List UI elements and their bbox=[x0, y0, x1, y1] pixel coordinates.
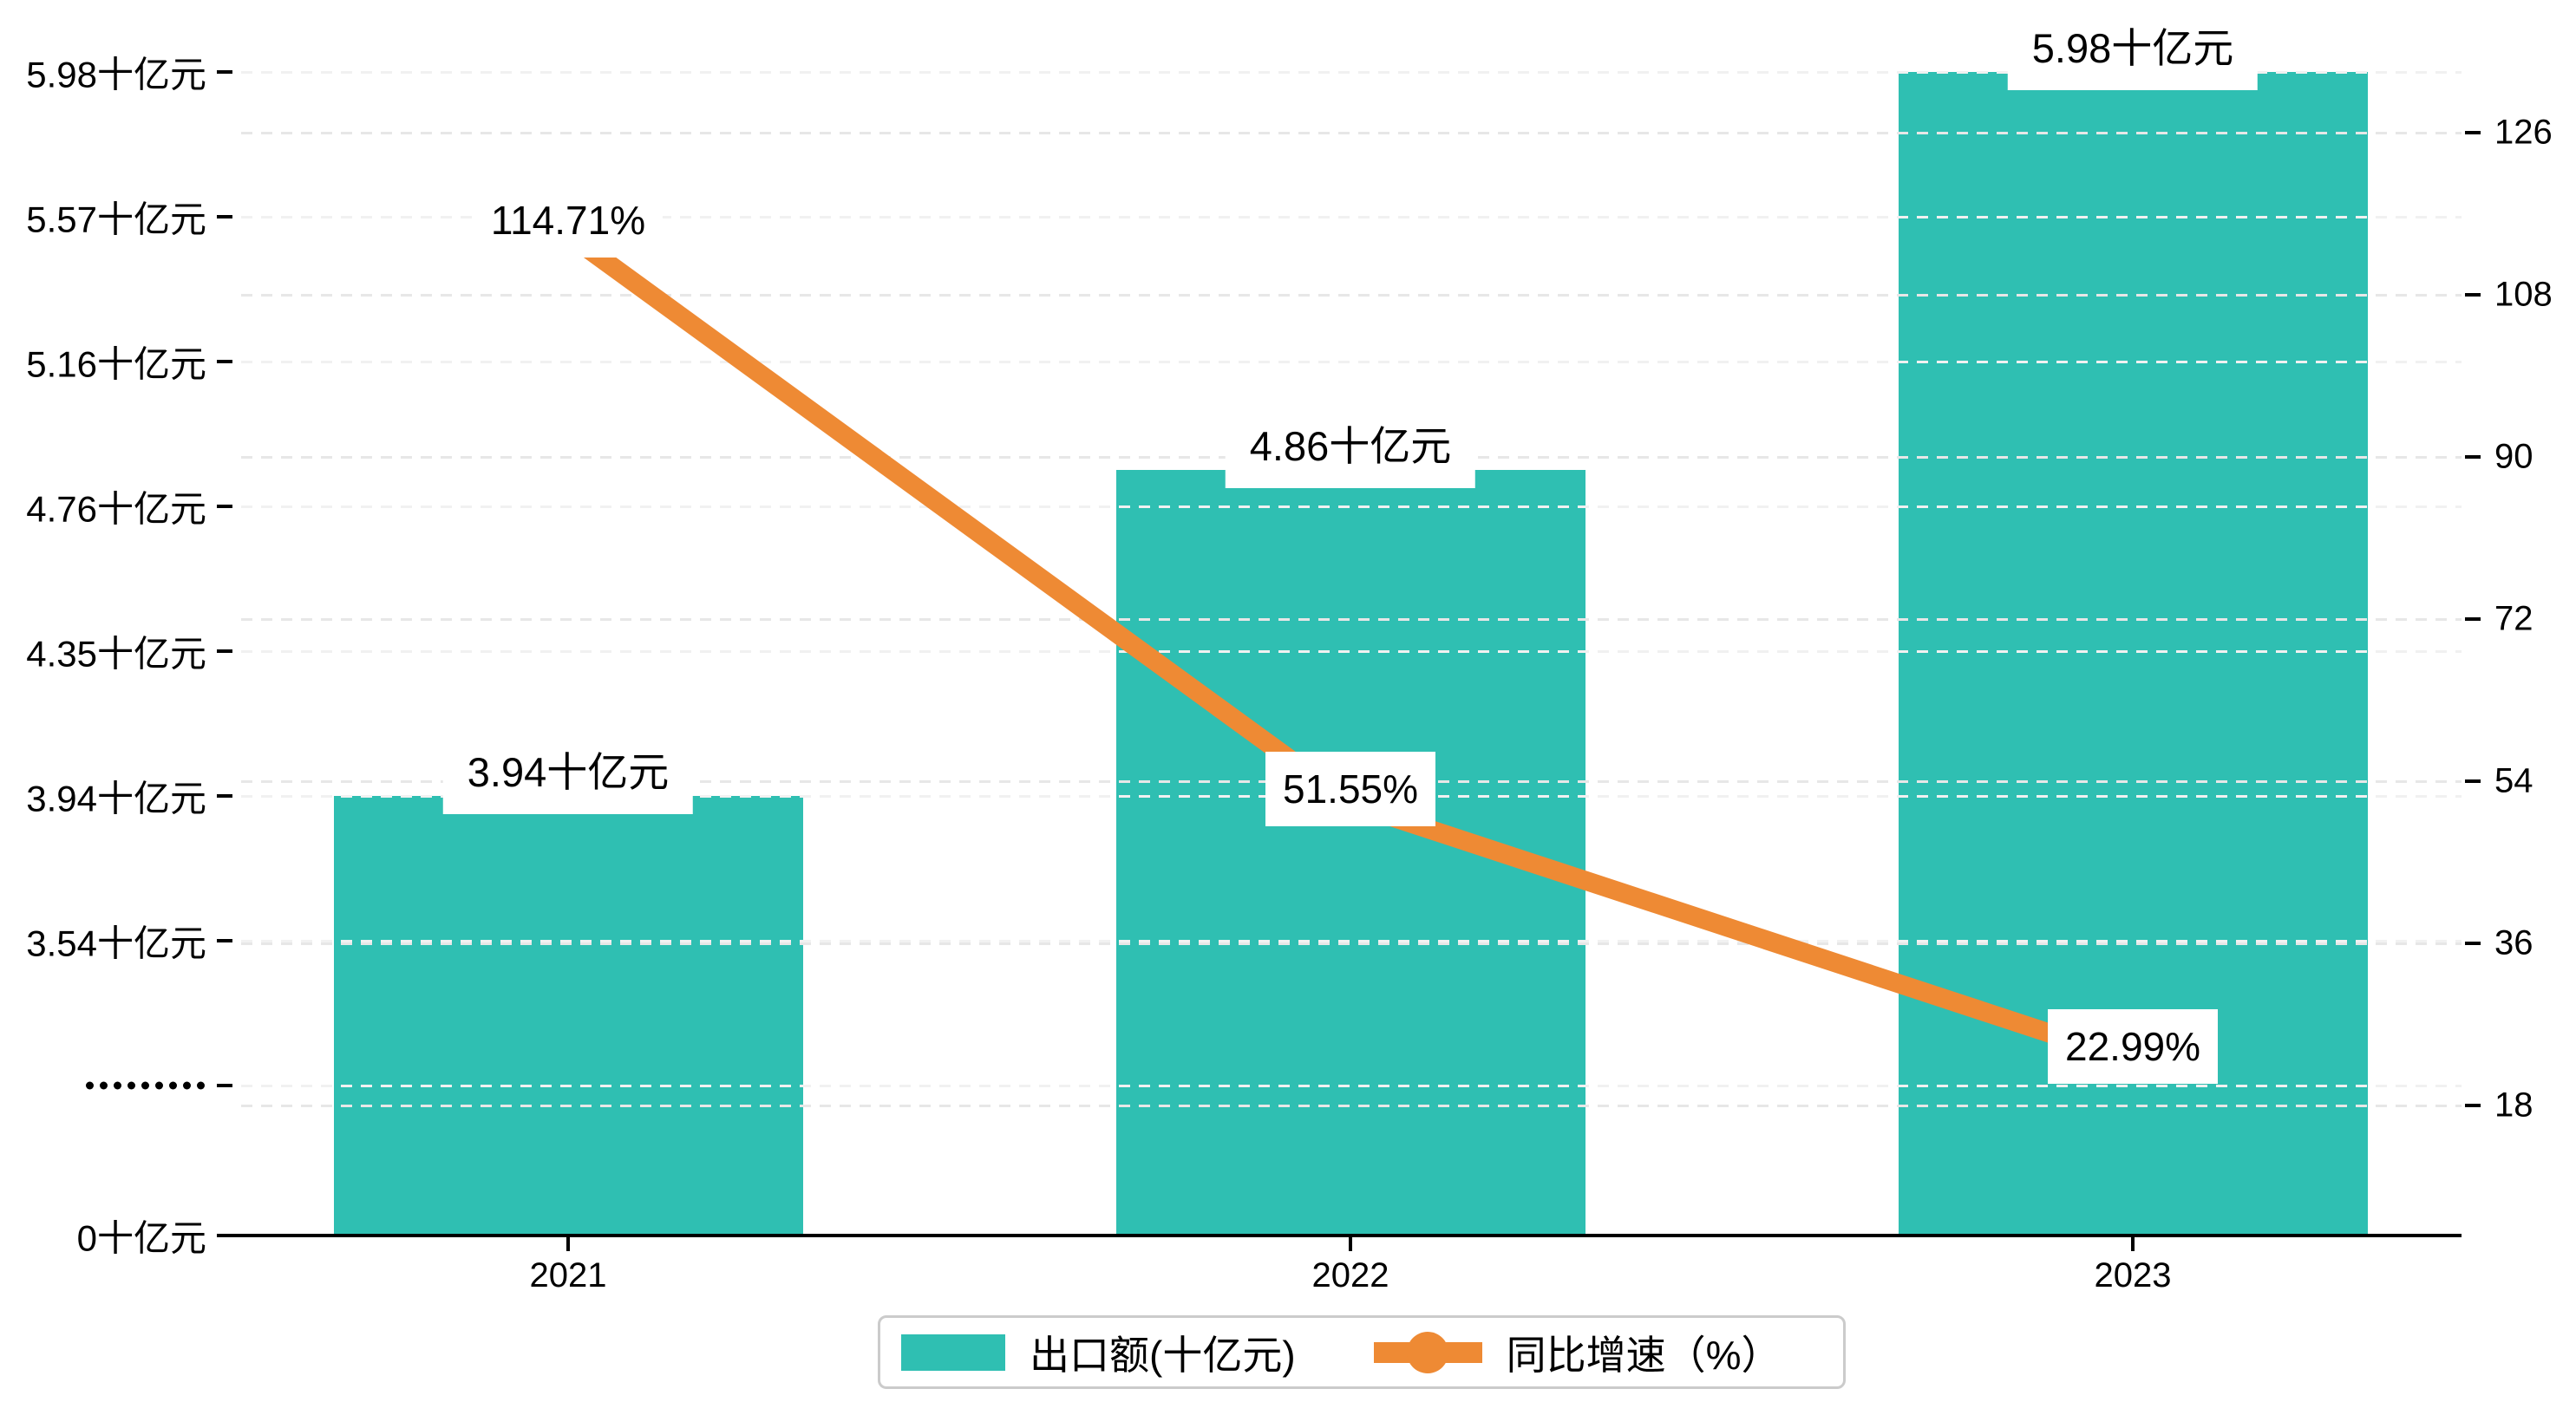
left-axis-tick bbox=[217, 360, 232, 363]
left-axis-tick-label: 0十亿元 bbox=[76, 1217, 206, 1259]
gridline-right-axis bbox=[241, 780, 2462, 783]
growth-value-label-2023: 22.99% bbox=[2047, 1009, 2219, 1085]
bar-value-label-2023: 5.98十亿元 bbox=[2007, 7, 2259, 90]
left-axis-tick-label: 3.94十亿元 bbox=[26, 778, 206, 819]
left-axis-tick bbox=[217, 649, 232, 653]
gridline-left-axis bbox=[241, 795, 2462, 798]
gridline-left-axis bbox=[241, 1085, 2462, 1087]
legend: 出口额(十亿元) 同比增速（%） bbox=[878, 1315, 1846, 1389]
right-axis-tick bbox=[2465, 131, 2481, 134]
left-axis-tick-label: 5.98十亿元 bbox=[26, 54, 206, 95]
left-axis-tick-label: 3.54十亿元 bbox=[26, 923, 206, 964]
left-axis-tick bbox=[217, 939, 232, 942]
left-axis-tick bbox=[217, 505, 232, 508]
right-axis-tick bbox=[2465, 293, 2481, 297]
right-axis-tick bbox=[2465, 455, 2481, 459]
gridline-left-axis bbox=[241, 71, 2462, 74]
x-axis-tick bbox=[1349, 1237, 1352, 1251]
right-axis-tick bbox=[2465, 942, 2481, 945]
growth-line bbox=[562, 226, 2136, 1070]
left-axis-tick bbox=[217, 1084, 232, 1087]
x-axis-line bbox=[219, 1234, 2462, 1237]
left-axis-tick bbox=[217, 215, 232, 218]
bar-series-swatch-icon bbox=[901, 1333, 1005, 1371]
legend-label-growth: 同比增速（%） bbox=[1506, 1332, 1782, 1378]
right-axis-tick-label: 126 bbox=[2494, 113, 2553, 152]
left-axis-tick-label: 4.76十亿元 bbox=[26, 488, 206, 530]
gridline-left-axis bbox=[241, 650, 2462, 653]
left-axis-tick bbox=[217, 794, 232, 798]
left-axis-tick-label: 5.16十亿元 bbox=[26, 343, 206, 385]
right-axis-tick-label: 18 bbox=[2494, 1086, 2534, 1125]
legend-item-growth[interactable]: 同比增速（%） bbox=[1373, 1324, 1782, 1381]
right-axis-tick bbox=[2465, 779, 2481, 783]
bar-2021 bbox=[333, 796, 803, 1234]
x-axis-tick bbox=[566, 1237, 570, 1251]
gridline-left-axis bbox=[241, 216, 2462, 218]
gridline-left-axis bbox=[241, 505, 2462, 508]
axis-break-marker bbox=[86, 1081, 205, 1090]
x-axis-label-2023: 2023 bbox=[2094, 1256, 2172, 1294]
x-axis-tick bbox=[2131, 1237, 2135, 1251]
right-axis-tick-label: 54 bbox=[2494, 761, 2534, 800]
bar-value-label-2021: 3.94十亿元 bbox=[442, 731, 694, 814]
bar-2023 bbox=[1898, 72, 2368, 1234]
gridline-right-axis bbox=[241, 456, 2462, 459]
gridline-left-axis bbox=[241, 361, 2462, 363]
left-axis-tick-label: 5.57十亿元 bbox=[26, 199, 206, 240]
line-marker-dot-icon bbox=[1406, 1331, 1448, 1373]
gridline-right-axis bbox=[241, 618, 2462, 621]
right-axis-tick bbox=[2465, 617, 2481, 621]
gridline-right-axis bbox=[241, 294, 2462, 297]
bar-value-label-2022: 4.86十亿元 bbox=[1225, 405, 1476, 489]
x-axis-label-2021: 2021 bbox=[529, 1256, 607, 1294]
legend-label-export: 出口额(十亿元) bbox=[1030, 1332, 1296, 1378]
gridline-right-axis bbox=[241, 1105, 2462, 1107]
right-axis-tick-label: 108 bbox=[2494, 275, 2553, 314]
legend-item-export[interactable]: 出口额(十亿元) bbox=[901, 1324, 1296, 1381]
gridline-right-axis bbox=[241, 942, 2462, 945]
left-axis-tick-label: 4.35十亿元 bbox=[26, 633, 206, 675]
right-axis-tick-label: 90 bbox=[2494, 437, 2534, 476]
growth-value-label-2021: 114.71% bbox=[473, 183, 664, 258]
x-axis-label-2022: 2022 bbox=[1311, 1256, 1389, 1294]
left-axis-tick bbox=[217, 1234, 232, 1237]
gridline-left-axis bbox=[241, 940, 2462, 942]
gridline-right-axis bbox=[241, 132, 2462, 134]
right-axis-tick-label: 36 bbox=[2494, 923, 2534, 962]
line-series-marker-icon bbox=[1373, 1331, 1482, 1373]
right-axis-tick bbox=[2465, 1104, 2481, 1107]
right-axis-tick-label: 72 bbox=[2494, 599, 2534, 638]
growth-value-label-2022: 51.55% bbox=[1265, 752, 1436, 827]
bar-2022 bbox=[1115, 470, 1585, 1234]
left-axis-tick bbox=[217, 70, 232, 74]
